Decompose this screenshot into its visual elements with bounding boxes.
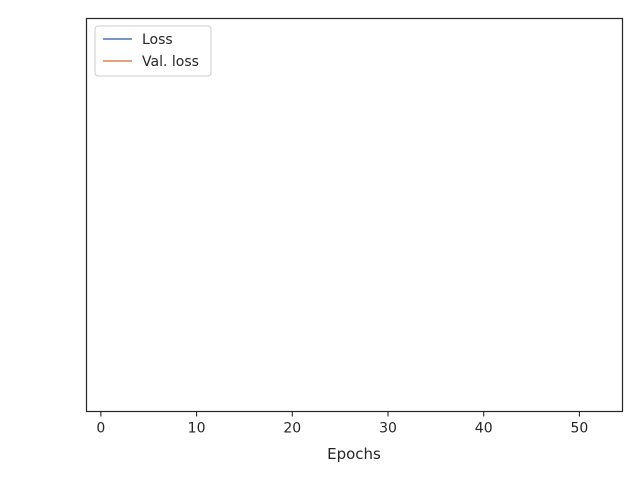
x-tick-label: 30 (379, 421, 397, 437)
axes-layer: 010203040501.02 × 10¹1.04 × 10¹1.06 × 10… (96, 411, 589, 437)
x-tick-label: 40 (475, 421, 493, 437)
legend-label: Loss (142, 32, 173, 48)
x-tick-label: 20 (283, 421, 301, 437)
plot-frame (85, 17, 624, 413)
x-tick-label: 50 (571, 421, 589, 437)
legend-label: Val. loss (142, 54, 199, 70)
legend: Loss Val. loss (94, 25, 212, 77)
x-tick-label: 0 (96, 421, 105, 437)
x-tick-label: 10 (188, 421, 206, 437)
x-axis-label: Epochs (327, 445, 381, 463)
